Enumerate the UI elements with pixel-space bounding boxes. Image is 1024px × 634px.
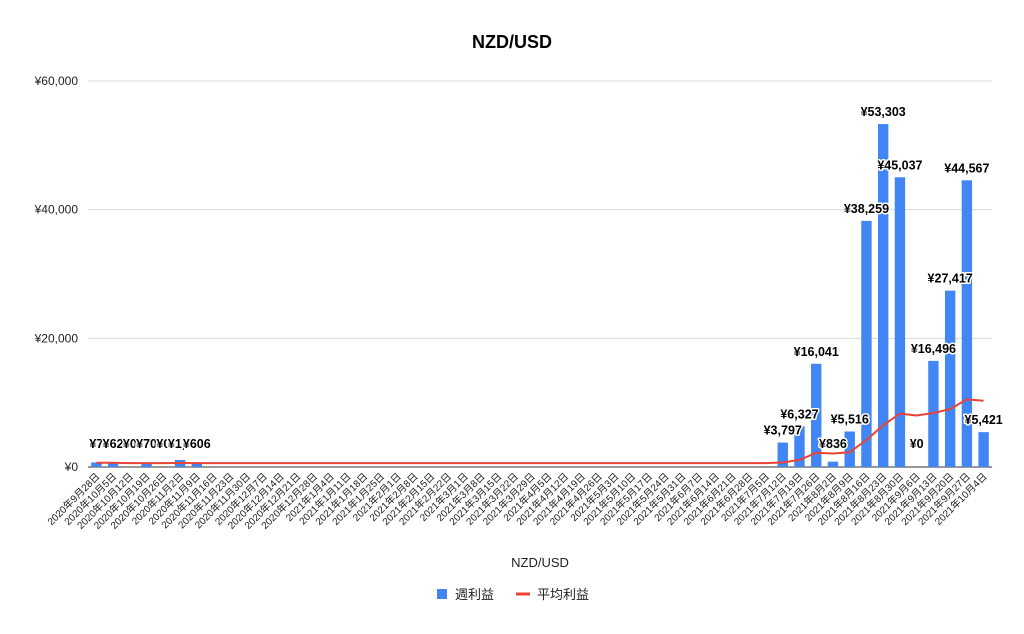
data-label: ¥836 xyxy=(819,437,847,451)
bar xyxy=(861,220,872,467)
x-axis-title: NZD/USD xyxy=(511,555,569,570)
line-series xyxy=(96,398,984,465)
bar xyxy=(944,290,956,467)
data-label: ¥38,259 xyxy=(844,202,889,216)
data-label: ¥62 xyxy=(103,437,124,451)
data-label: ¥53,303 xyxy=(861,105,906,119)
bar xyxy=(961,180,973,467)
bar xyxy=(844,431,855,467)
y-tick-label: ¥0 xyxy=(64,460,79,474)
bar xyxy=(141,462,152,467)
data-label: ¥45,037 xyxy=(877,158,922,172)
legend-label-bar: 週利益 xyxy=(455,587,494,602)
y-tick-label: ¥40,000 xyxy=(34,203,79,217)
data-label: ¥6,327 xyxy=(780,407,818,421)
bar xyxy=(191,463,203,467)
bar xyxy=(894,177,906,467)
data-label: ¥606 xyxy=(183,437,211,451)
bar xyxy=(777,442,788,467)
data-label: ¥3,797 xyxy=(764,424,802,438)
bar xyxy=(794,426,805,467)
y-axis-ticks: ¥0 ¥20,000 ¥40,000 ¥60,000 xyxy=(34,74,79,474)
data-labels: ¥7 ¥62 ¥0 ¥70 ¥0¥1,1¥606¥3,797¥6,327¥16,041¥… xyxy=(88,104,1004,453)
x-axis-ticks: 2020年9月28日2020年10月5日2020年10月12日2020年10月1… xyxy=(45,470,990,532)
data-label: ¥0 xyxy=(156,437,170,451)
data-label: ¥5,516 xyxy=(831,413,869,427)
data-label: ¥0 xyxy=(123,437,137,451)
data-label: ¥70 xyxy=(136,437,157,451)
bar xyxy=(877,124,889,467)
bar xyxy=(827,461,839,467)
data-label: ¥0 xyxy=(910,437,924,451)
chart-title: NZD/USD xyxy=(472,32,552,52)
gridlines xyxy=(88,80,992,468)
bar xyxy=(978,432,989,467)
legend-swatch-bar xyxy=(437,589,447,599)
bar xyxy=(107,463,119,467)
data-label: ¥16,496 xyxy=(911,342,956,356)
bar xyxy=(811,363,822,467)
legend: 週利益 平均利益 xyxy=(437,587,589,602)
y-tick-label: ¥20,000 xyxy=(34,331,79,345)
data-label: ¥44,567 xyxy=(944,161,989,175)
data-label: ¥27,417 xyxy=(928,272,973,286)
data-label: ¥1,1 xyxy=(168,437,192,451)
legend-label-line: 平均利益 xyxy=(537,587,589,602)
y-tick-label: ¥60,000 xyxy=(34,74,79,88)
bar xyxy=(91,462,102,467)
data-label: ¥7 xyxy=(89,437,103,451)
average-line xyxy=(96,398,984,465)
data-label: ¥16,041 xyxy=(794,345,839,359)
data-label: ¥5,421 xyxy=(965,413,1003,427)
